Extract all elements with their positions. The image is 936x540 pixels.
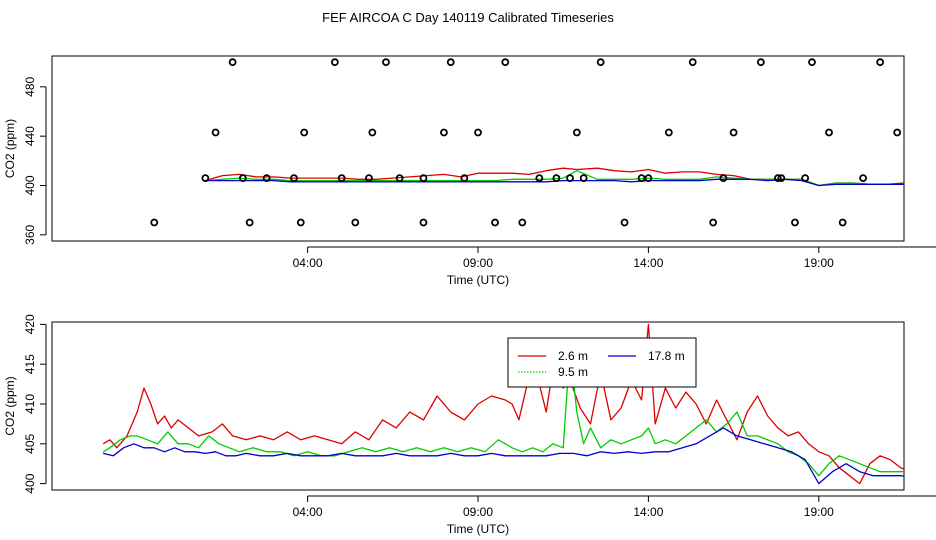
data-marker: [808, 58, 816, 67]
data-marker: [245, 218, 254, 227]
data-marker: [928, 129, 934, 135]
data-marker: [395, 174, 404, 183]
y-axis-label: CO2 (ppm): [3, 119, 17, 178]
data-marker: [351, 218, 360, 227]
data-marker: [876, 58, 885, 67]
x-tick-label: 19:00: [804, 505, 834, 519]
data-marker: [290, 174, 298, 183]
data-marker: [201, 174, 210, 183]
data-marker: [474, 128, 482, 137]
data-marker: [596, 58, 605, 67]
data-marker: [729, 128, 738, 137]
data-marker: [859, 174, 868, 183]
data-marker: [825, 128, 833, 137]
data-marker: [368, 128, 377, 137]
x-axis-label: Time (UTC): [447, 522, 509, 536]
data-marker: [552, 174, 561, 183]
legend: 2.6 m 17.8 m 9.5 m: [507, 337, 697, 388]
data-marker: [535, 174, 544, 183]
data-marker: [579, 174, 588, 183]
series-line-9_5m: [102, 347, 904, 477]
series-line-17_8m: [102, 427, 904, 485]
data-marker: [211, 128, 220, 137]
data-marker: [238, 174, 247, 183]
x-tick-label: 04:00: [293, 256, 323, 270]
y-tick-label: 420: [23, 314, 37, 334]
data-marker: [756, 58, 765, 67]
y-tick-label: 410: [23, 394, 37, 414]
data-marker: [688, 58, 697, 67]
y-tick-label: 360: [23, 225, 37, 245]
x-tick-label: 04:00: [293, 505, 323, 519]
data-marker: [893, 128, 902, 137]
data-marker: [228, 58, 237, 67]
y-tick-label: 415: [23, 354, 37, 374]
data-marker: [709, 218, 718, 227]
data-marker: [719, 174, 728, 183]
data-marker: [566, 174, 574, 183]
y-tick-label: 440: [23, 126, 37, 146]
data-marker: [365, 174, 373, 183]
x-tick-label: 09:00: [463, 505, 493, 519]
series-line-17_8m: [205, 178, 904, 187]
x-tick-label: 14:00: [633, 256, 663, 270]
data-marker: [300, 128, 309, 137]
y-tick-label: 400: [23, 175, 37, 195]
data-marker: [801, 174, 810, 183]
data-marker: [330, 58, 339, 67]
data-marker: [518, 218, 527, 227]
data-marker: [637, 174, 646, 183]
legend-label: 9.5 m: [558, 365, 588, 379]
legend-label: 2.6 m: [558, 349, 588, 363]
data-marker: [903, 220, 904, 225]
data-marker: [501, 58, 510, 67]
x-tick-label: 14:00: [633, 505, 663, 519]
x-tick-label: 19:00: [804, 256, 834, 270]
data-marker: [150, 218, 159, 227]
x-axis-label: Time (UTC): [447, 273, 509, 287]
data-marker: [419, 218, 428, 227]
data-marker: [440, 128, 448, 137]
y-axis: 360 400 440 480 CO2 (ppm): [3, 77, 47, 245]
y-axis-label: CO2 (ppm): [3, 376, 17, 435]
data-marker: [791, 218, 799, 227]
data-marker: [620, 218, 629, 227]
data-marker: [777, 174, 786, 183]
y-tick-label: 405: [23, 433, 37, 453]
plot-frame: [51, 321, 905, 491]
x-tick-label: 09:00: [463, 256, 493, 270]
y-tick-label: 400: [23, 473, 37, 493]
series-line-2_6m: [205, 167, 904, 187]
data-marker: [296, 218, 305, 227]
plot-area: [102, 323, 904, 485]
data-marker: [572, 128, 581, 137]
data-marker: [838, 218, 847, 227]
data-marker: [664, 128, 673, 137]
data-marker: [915, 175, 921, 181]
y-tick-label: 480: [23, 77, 37, 97]
legend-label: 17.8 m: [648, 349, 685, 363]
data-marker: [774, 174, 782, 183]
plot-area: [150, 58, 934, 227]
legend-box: [507, 337, 697, 388]
y-axis: 400 405 410 415 420 CO2 (ppm): [3, 314, 47, 494]
data-marker: [446, 58, 455, 67]
data-marker: [460, 174, 469, 183]
data-marker: [491, 218, 499, 227]
data-marker: [925, 175, 931, 181]
data-marker: [918, 59, 924, 65]
data-marker: [262, 174, 271, 183]
series-line-9_5m: [205, 170, 904, 187]
data-marker: [419, 174, 428, 183]
figure-title: FEF AIRCOA C Day 140119 Calibrated Times…: [322, 10, 614, 25]
plot-frame: [51, 55, 905, 242]
data-marker: [382, 58, 390, 67]
data-marker: [337, 174, 346, 183]
